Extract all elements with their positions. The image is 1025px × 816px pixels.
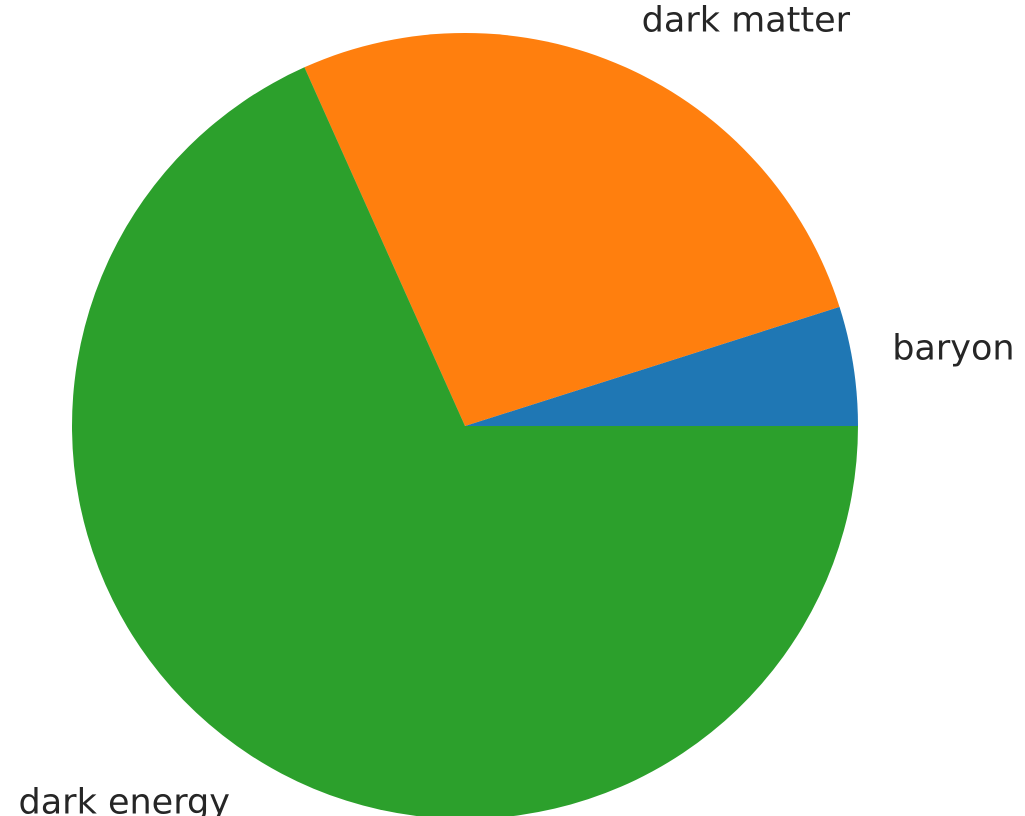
slice-label-baryon: baryon — [892, 329, 1014, 369]
pie-slice-baryon — [465, 306, 858, 426]
pie-slice-dark-energy — [72, 67, 858, 816]
pie-labels: baryon dark matter dark energy — [19, 0, 1015, 816]
pie-slice-dark-matter — [304, 32, 840, 426]
slice-label-dark-matter: dark matter — [642, 0, 851, 40]
slice-label-dark-energy: dark energy — [19, 783, 230, 816]
pie-slices — [72, 32, 858, 816]
